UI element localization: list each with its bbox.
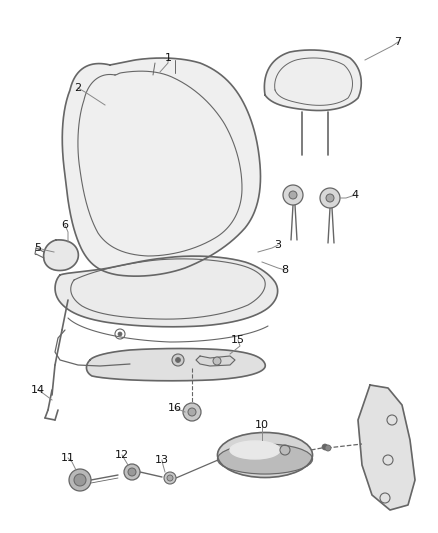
Polygon shape xyxy=(62,58,261,276)
Text: 7: 7 xyxy=(395,37,402,47)
Text: 6: 6 xyxy=(61,220,68,230)
Circle shape xyxy=(167,475,173,481)
Text: 2: 2 xyxy=(74,83,81,93)
Ellipse shape xyxy=(230,441,280,459)
Circle shape xyxy=(128,468,136,476)
Circle shape xyxy=(183,403,201,421)
Text: 4: 4 xyxy=(351,190,359,200)
Text: 10: 10 xyxy=(255,420,269,430)
Circle shape xyxy=(118,332,122,336)
Circle shape xyxy=(283,185,303,205)
Polygon shape xyxy=(358,385,415,510)
Text: 8: 8 xyxy=(282,265,289,275)
Circle shape xyxy=(320,188,340,208)
Polygon shape xyxy=(55,256,278,327)
Polygon shape xyxy=(86,349,265,381)
Circle shape xyxy=(172,354,184,366)
Circle shape xyxy=(164,472,176,484)
Circle shape xyxy=(325,445,331,451)
Polygon shape xyxy=(265,50,361,110)
Ellipse shape xyxy=(218,444,312,474)
Circle shape xyxy=(188,408,196,416)
Text: 1: 1 xyxy=(165,53,172,63)
Text: 14: 14 xyxy=(31,385,45,395)
Text: 5: 5 xyxy=(35,243,42,253)
Text: 12: 12 xyxy=(115,450,129,460)
Circle shape xyxy=(289,191,297,199)
Circle shape xyxy=(326,194,334,202)
Polygon shape xyxy=(44,240,78,271)
Circle shape xyxy=(69,469,91,491)
Text: 15: 15 xyxy=(231,335,245,345)
Circle shape xyxy=(124,464,140,480)
Polygon shape xyxy=(196,356,235,366)
Text: 13: 13 xyxy=(155,455,169,465)
Circle shape xyxy=(74,474,86,486)
Text: 11: 11 xyxy=(61,453,75,463)
Text: 3: 3 xyxy=(275,240,282,250)
Circle shape xyxy=(176,358,180,362)
Circle shape xyxy=(213,357,221,365)
Ellipse shape xyxy=(218,432,312,478)
Text: 16: 16 xyxy=(168,403,182,413)
Circle shape xyxy=(322,444,328,450)
